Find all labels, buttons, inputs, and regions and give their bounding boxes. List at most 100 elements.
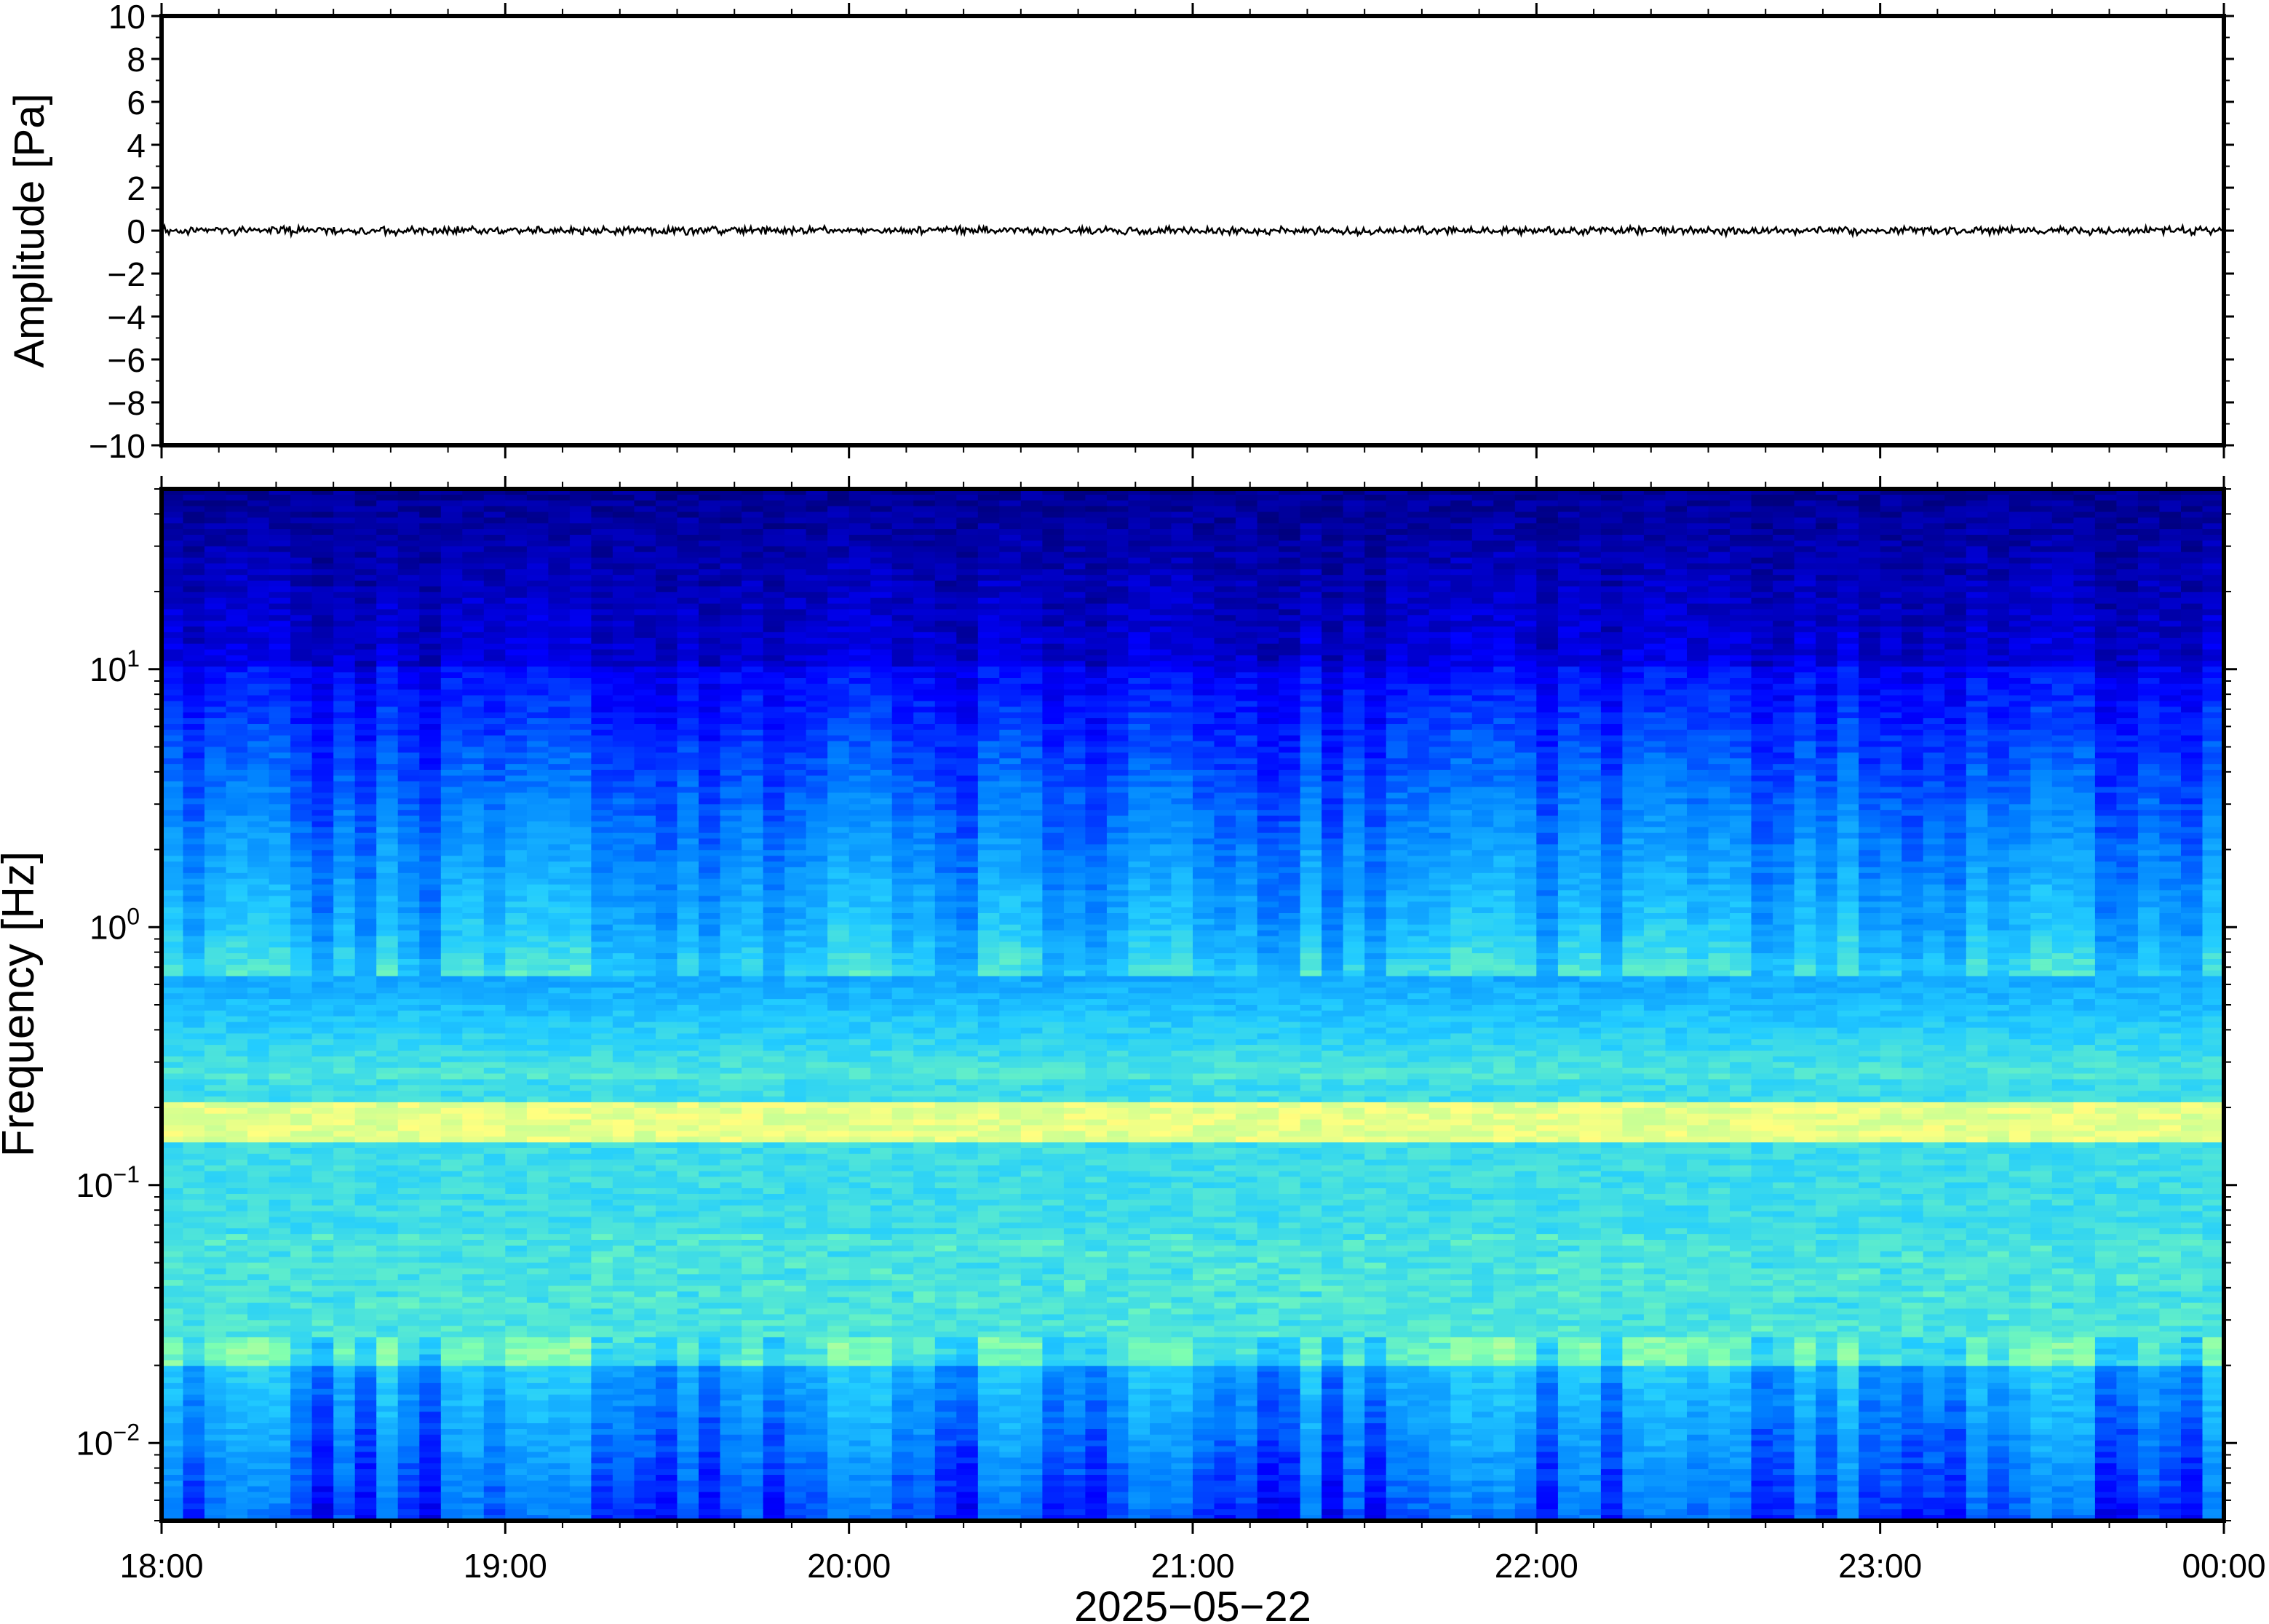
spectrogram-cell — [784, 689, 807, 696]
spectrogram-cell — [1987, 661, 2010, 667]
spectrogram-cell — [806, 569, 828, 576]
spectrogram-cell — [1708, 615, 1730, 621]
spectrogram-cell — [1322, 770, 1344, 776]
spectrogram-cell — [2094, 592, 2118, 599]
spectrogram-cell — [591, 764, 613, 771]
spectrogram-cell — [913, 540, 936, 547]
spectrogram-cell — [1643, 712, 1666, 719]
spectrogram-cell — [612, 775, 635, 782]
spectrogram-cell — [1343, 775, 1365, 782]
spectrogram-cell — [183, 552, 205, 559]
spectrogram-cell — [956, 741, 979, 748]
spectrogram-cell — [849, 695, 871, 702]
spectrogram-cell — [548, 540, 571, 547]
spectrogram-cell — [247, 661, 270, 667]
spectrogram-cell — [376, 724, 399, 731]
spectrogram-cell — [2181, 741, 2204, 748]
spectrogram-cell — [634, 701, 656, 708]
spectrogram-cell — [1665, 535, 1688, 541]
spectrogram-cell — [1643, 581, 1666, 587]
spectrogram-cell — [1343, 609, 1365, 616]
spectrogram-cell — [1343, 626, 1365, 633]
spectrogram-cell — [1923, 552, 1945, 559]
spectrogram-cell — [612, 758, 635, 765]
spectrogram-cell — [1128, 575, 1151, 581]
spectrogram-cell — [1279, 770, 1301, 776]
spectrogram-cell — [849, 712, 871, 719]
spectrogram-cell — [2181, 632, 2204, 639]
spectrogram-cell — [1450, 672, 1473, 679]
spectrogram-cell — [999, 747, 1022, 754]
spectrogram-cell — [977, 712, 1001, 719]
spectrogram-cell — [204, 540, 227, 547]
spectrogram-cell — [1557, 683, 1581, 690]
spectrogram-cell — [1428, 643, 1451, 650]
spectrogram-cell — [1859, 586, 1881, 593]
spectrogram-cell — [1020, 695, 1044, 702]
spectrogram-cell — [763, 752, 785, 760]
spectrogram-cell — [247, 626, 270, 633]
spectrogram-cell — [462, 609, 485, 616]
spectrogram-cell — [204, 489, 227, 495]
spectrogram-cell — [1364, 649, 1387, 656]
spectrogram-cell — [870, 597, 893, 605]
spectrogram-cell — [999, 615, 1022, 621]
spectrogram-cell — [247, 758, 270, 765]
spectrogram-cell — [397, 689, 420, 696]
spectrogram-cell — [1128, 523, 1151, 530]
spectrogram-cell — [1579, 764, 1602, 771]
spectrogram-cell — [1171, 512, 1193, 519]
spectrogram-cell — [1944, 626, 1967, 633]
spectrogram-cell — [1665, 637, 1688, 645]
spectrogram-cell — [1386, 683, 1408, 690]
spectrogram-cell — [699, 603, 721, 610]
spectrogram-cell — [1085, 535, 1108, 541]
spectrogram-cell — [2030, 649, 2053, 656]
spectrogram-cell — [2181, 718, 2204, 725]
spectrogram-cell — [913, 632, 936, 639]
spectrogram-cell — [1020, 661, 1044, 667]
spectrogram-cell — [505, 701, 528, 708]
spectrogram-cell — [1600, 764, 1624, 771]
spectrogram-cell — [1386, 758, 1408, 765]
spectrogram-cell — [1063, 603, 1086, 610]
spectrogram-cell — [311, 569, 334, 576]
spectrogram-cell — [1902, 649, 1924, 656]
spectrogram-cell — [2159, 506, 2182, 513]
spectrogram-cell — [977, 770, 1001, 776]
spectrogram-cell — [226, 535, 248, 541]
spectrogram-cell — [763, 621, 785, 627]
spectrogram-cell — [247, 666, 270, 673]
spectrogram-cell — [1816, 489, 1838, 495]
spectrogram-cell — [2116, 643, 2139, 650]
spectrogram-cell — [1730, 706, 1752, 714]
spectrogram-cell — [548, 615, 571, 621]
spectrogram-cell — [999, 661, 1022, 667]
spectrogram-cell — [1279, 649, 1301, 656]
spectrogram-cell — [1966, 695, 1989, 702]
spectrogram-cell — [1944, 661, 1967, 667]
spectrogram-cell — [2159, 523, 2182, 530]
spectrogram-cell — [634, 500, 656, 507]
spectrogram-cell — [1063, 724, 1086, 731]
spectrogram-cell — [934, 546, 958, 553]
spectrogram-cell — [1106, 546, 1129, 553]
spectrogram-cell — [1536, 523, 1559, 530]
spectrogram-cell — [1665, 661, 1688, 667]
spectrogram-cell — [2116, 661, 2139, 667]
spectrogram-cell — [763, 552, 785, 559]
spectrogram-cell — [1987, 747, 2010, 754]
spectrogram-cell — [2094, 586, 2118, 593]
spectrogram-cell — [2073, 592, 2096, 599]
spectrogram-cell — [999, 609, 1022, 616]
spectrogram-cell — [1106, 506, 1129, 513]
spectrogram-cell — [1708, 575, 1730, 581]
spectrogram-cell — [526, 649, 549, 656]
spectrogram-cell — [2181, 678, 2204, 685]
spectrogram-cell — [1236, 678, 1258, 685]
spectrogram-cell — [1816, 506, 1838, 513]
spectrogram-cell — [1944, 649, 1967, 656]
spectrogram-cell — [1557, 689, 1581, 696]
spectrogram-cell — [1042, 581, 1065, 587]
spectrogram-cell — [1106, 741, 1129, 748]
